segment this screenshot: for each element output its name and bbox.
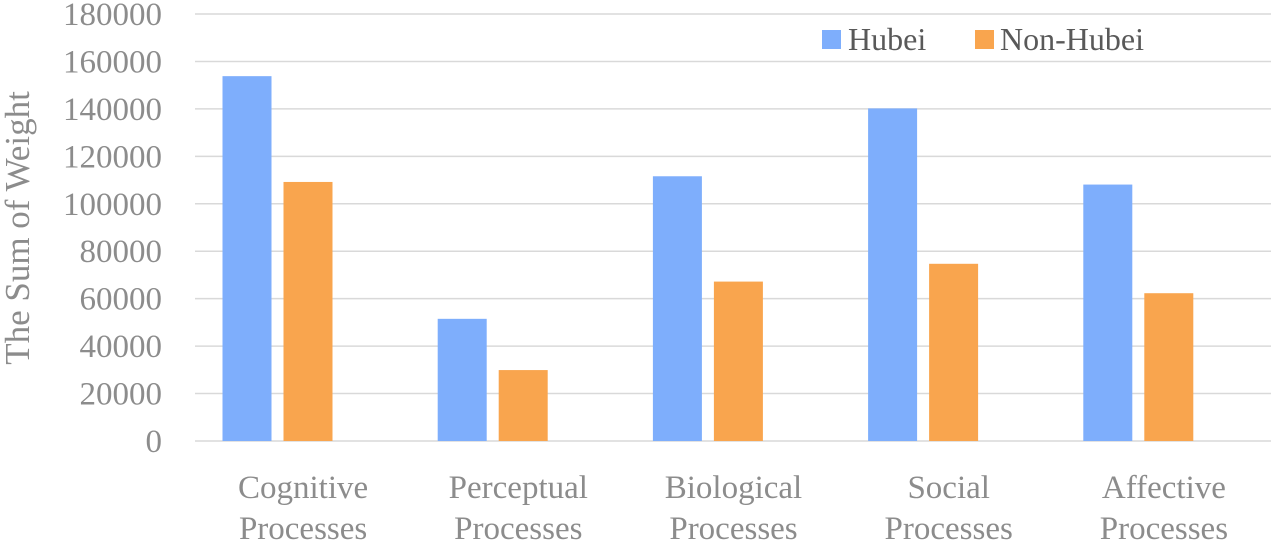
- y-axis-ticks: 0 20000 40000 60000 80000 100000 120000 140000 1…: [63, 0, 162, 460]
- y-axis-title: The Sum of Weight: [0, 91, 37, 365]
- y-tick-label: 100000: [63, 187, 162, 223]
- y-tick-label: 20000: [80, 377, 163, 413]
- x-axis-categories: Cognitive Processes Perceptual Processes Bio…: [238, 470, 1228, 547]
- bar-non-hubei: [1144, 293, 1194, 441]
- x-category-label: Perceptual Processes: [449, 470, 588, 543]
- x-category-label: Social Processes: [885, 470, 1013, 543]
- y-tick-label: 160000: [63, 44, 162, 80]
- y-tick-label: 180000: [63, 0, 162, 33]
- legend-label: Non-Hubei: [1000, 21, 1144, 57]
- bar-non-hubei: [498, 370, 548, 441]
- bar-hubei: [1083, 184, 1133, 441]
- legend: Hubei Non-Hubei: [822, 21, 1144, 57]
- bar-hubei: [652, 176, 702, 441]
- x-category-label: Biological Processes: [665, 470, 802, 543]
- y-tick-label: 140000: [63, 92, 162, 128]
- bar-non-hubei: [929, 263, 979, 441]
- legend-label: Hubei: [848, 21, 926, 57]
- legend-swatch: [822, 30, 841, 49]
- bar-hubei: [222, 76, 272, 441]
- x-category-label: Cognitive Processes: [238, 470, 368, 543]
- gridlines: [195, 13, 1271, 442]
- legend-swatch: [975, 30, 994, 49]
- bar-non-hubei: [713, 281, 763, 441]
- bar-hubei: [868, 108, 918, 442]
- y-tick-label: 120000: [63, 139, 162, 175]
- y-tick-label: 0: [146, 424, 163, 460]
- y-tick-label: 40000: [80, 329, 163, 365]
- bar-non-hubei: [283, 181, 333, 441]
- bar-hubei: [437, 318, 487, 441]
- y-tick-label: 60000: [80, 282, 163, 318]
- bars: [222, 76, 1194, 442]
- y-tick-label: 80000: [80, 234, 163, 270]
- x-category-label: Affective Processes: [1100, 470, 1228, 543]
